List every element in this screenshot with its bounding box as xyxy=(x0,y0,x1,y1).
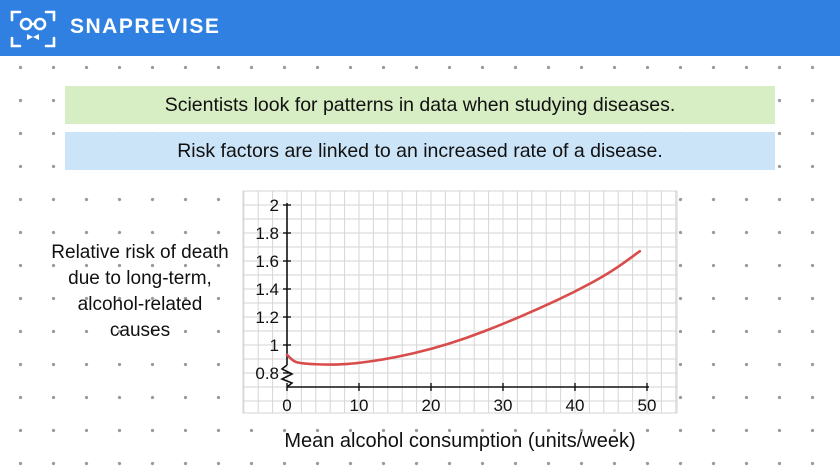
glasses-face-icon xyxy=(10,10,56,48)
y-tick-label: 1.4 xyxy=(255,280,279,299)
y-tick-label: 0.8 xyxy=(255,364,279,383)
header-bar: SNAPREVISE xyxy=(0,0,840,56)
y-tick-label: 1.8 xyxy=(255,224,279,243)
chart-axes xyxy=(280,203,649,388)
y-tick-label: 1 xyxy=(270,336,279,355)
y-axis-label: Relative risk of death due to long-term,… xyxy=(51,242,229,341)
risk-curve-line xyxy=(285,249,642,366)
x-tick-label: 30 xyxy=(494,396,513,415)
chart-series xyxy=(285,249,642,366)
y-tick-label: 1.2 xyxy=(255,308,279,327)
x-tick-label: 10 xyxy=(350,396,369,415)
y-tick-label: 2 xyxy=(270,196,279,215)
x-tick-label: 20 xyxy=(422,396,441,415)
x-axis-label: Mean alcohol consumption (units/week) xyxy=(284,430,636,452)
x-tick-label: 0 xyxy=(282,396,291,415)
x-tick-label: 50 xyxy=(638,396,657,415)
patterns-banner: Scientists look for patterns in data whe… xyxy=(65,86,775,124)
y-axis-break xyxy=(280,364,294,388)
brand-name[interactable]: SNAPREVISE xyxy=(70,15,221,38)
chart-grid xyxy=(242,190,678,414)
chart-ticks: 0 10 20 30 40 50 0.8 1 1.2 1.4 1.6 1.8 2 xyxy=(255,196,656,415)
x-tick-label: 40 xyxy=(566,396,585,415)
y-tick-label: 1.6 xyxy=(255,252,279,271)
risk-factors-banner: Risk factors are linked to an increased … xyxy=(65,132,775,170)
